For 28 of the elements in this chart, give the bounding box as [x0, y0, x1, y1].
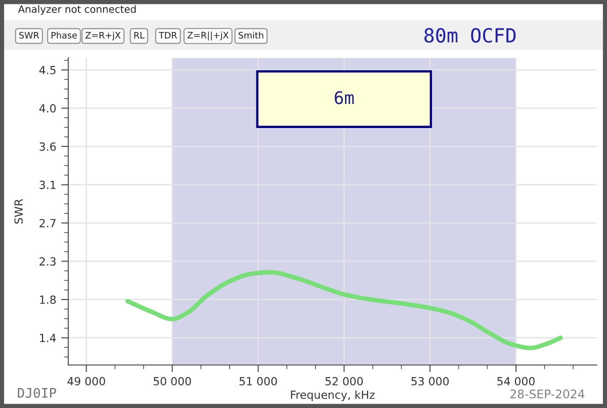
- x-tick-label: 49 000: [67, 377, 106, 386]
- text: SWR: [19, 32, 40, 39]
- chart-title: 80m OCFD: [424, 28, 516, 43]
- band-label: 6m: [334, 91, 354, 104]
- x-tick-label: 50 000: [154, 377, 191, 386]
- y-tick-label: 1.4: [40, 334, 56, 342]
- y-tick-label: 1.8: [40, 295, 56, 304]
- y-axis-title: SWR: [14, 198, 23, 224]
- text: Analyzer not connected: [18, 5, 136, 15]
- text: RL: [134, 32, 145, 38]
- text: Phase: [52, 32, 77, 39]
- x-tick-label: 51 000: [240, 377, 277, 386]
- text: Smith: [238, 32, 264, 39]
- text: 28-SEP-2024: [510, 389, 584, 398]
- text: DJ0IP: [18, 388, 56, 398]
- y-tick-label: 3.1: [40, 180, 56, 190]
- x-axis-title: Frequency, kHz: [291, 390, 375, 402]
- x-tick-label: 52 000: [326, 377, 363, 386]
- y-tick-label: 4.5: [39, 66, 56, 74]
- text: TDR: [158, 32, 177, 38]
- text: Z=R+jX: [86, 32, 121, 40]
- y-tick-label: 3.6: [40, 142, 56, 151]
- x-tick-label: 54 000: [497, 377, 535, 386]
- text: Z=R||+jX: [188, 32, 229, 40]
- y-tick-label: 2.7: [40, 218, 56, 228]
- y-tick-label: 4.0: [39, 104, 56, 113]
- y-tick-label: 2.3: [40, 257, 56, 266]
- x-tick-label: 53 000: [411, 377, 449, 386]
